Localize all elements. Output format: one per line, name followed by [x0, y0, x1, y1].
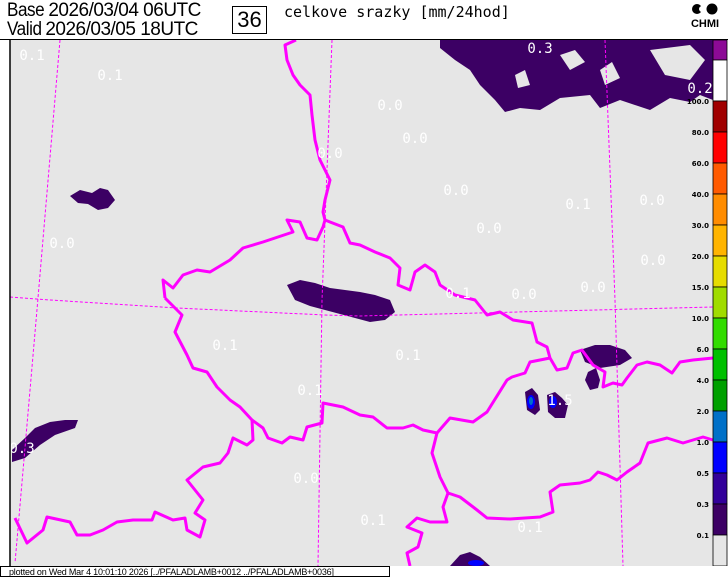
base-time: 2026/03/04 06UTC	[48, 0, 201, 21]
precip-core	[468, 560, 484, 566]
legend-swatch	[712, 100, 728, 133]
legend-label: 100.0	[687, 98, 709, 106]
legend-swatch	[712, 131, 728, 164]
precip-area	[585, 368, 600, 390]
legend-swatch	[712, 503, 728, 536]
value-labels: 0.1 0.1 0.0 0.0 0.0 0.3 0.2 0.0 0.0 0.1 0.0 0.0 0.0 0…	[9, 41, 712, 536]
country-borders	[13, 39, 714, 566]
legend-swatch	[712, 162, 728, 195]
value-label: 0.0	[402, 131, 427, 147]
value-label: 0.0	[317, 146, 342, 162]
valid-time: 2026/03/05 18UTC	[45, 19, 198, 40]
value-label: 0.2	[687, 81, 712, 97]
value-label: 0.1	[445, 286, 470, 302]
legend-label: 80.0	[692, 129, 709, 137]
precip-core	[529, 397, 533, 405]
legend-swatch	[712, 255, 728, 288]
country-border	[13, 419, 255, 545]
value-label: 0.1	[517, 520, 542, 536]
legend-swatch	[712, 39, 728, 61]
value-label: 0.1	[212, 338, 237, 354]
value-label: 0.1	[565, 197, 590, 213]
value-label: 0.0	[640, 253, 665, 269]
lead-hours-box: 36	[232, 6, 267, 34]
country-border	[163, 296, 551, 445]
precip-area	[580, 345, 632, 368]
plot-info-footer: plotted on Wed Mar 4 10:01:10 2026 [../P…	[0, 566, 390, 577]
legend-label: 30.0	[692, 222, 709, 230]
base-time-row: Base 2026/03/04 06UTC	[7, 1, 201, 21]
legend-label: 2.0	[697, 408, 710, 416]
value-label: 0.0	[476, 221, 501, 237]
value-label: 0.0	[511, 287, 536, 303]
legend-label: 1.0	[697, 439, 710, 447]
precip-area	[287, 280, 395, 322]
legend-label: 15.0	[692, 284, 709, 292]
chmi-logo: CHMI	[684, 3, 726, 30]
legend-label: 6.0	[697, 346, 710, 354]
country-border	[430, 432, 714, 521]
map-title: celkove srazky [mm/24hod]	[284, 3, 510, 21]
legend-label: 4.0	[697, 377, 710, 385]
legend-label: 40.0	[692, 191, 709, 199]
value-label: 0.1	[360, 513, 385, 529]
value-label: 0.0	[443, 183, 468, 199]
header: Base 2026/03/04 06UTC Valid 2026/03/05 18U…	[0, 0, 728, 40]
precipitation-layer	[12, 40, 713, 566]
legend-swatch	[712, 410, 728, 443]
precip-area	[70, 188, 115, 210]
value-label: 0.0	[580, 280, 605, 296]
legend-swatch	[712, 224, 728, 257]
graticule-line	[14, 39, 61, 564]
legend-swatch	[712, 348, 728, 381]
legend-swatch	[712, 441, 728, 474]
legend-label: 0.1	[697, 532, 710, 540]
precip-area	[440, 40, 713, 112]
legend-swatch	[712, 317, 728, 350]
precip-gap	[515, 70, 530, 88]
legend-swatch	[712, 534, 728, 566]
precip-core	[549, 396, 557, 408]
legend-label: 20.0	[692, 253, 709, 261]
legend-swatch	[712, 379, 728, 412]
precip-gap	[600, 62, 620, 85]
legend-swatch	[712, 59, 728, 102]
value-label: 0.3	[9, 441, 34, 457]
value-label: 0.3	[527, 41, 552, 57]
country-border	[283, 39, 332, 221]
valid-time-row: Valid 2026/03/05 18UTC	[7, 20, 198, 40]
value-label: 1.5	[547, 393, 572, 409]
base-label: Base	[7, 0, 45, 21]
country-border	[161, 218, 714, 389]
legend-label: 0.3	[697, 501, 710, 509]
precip-gap	[560, 50, 585, 70]
value-label: 0.0	[49, 236, 74, 252]
legend-swatch	[712, 286, 728, 319]
country-border	[405, 492, 450, 566]
legend-swatch	[712, 472, 728, 505]
precip-gap	[650, 45, 705, 80]
precipitation-map: 0.1 0.1 0.0 0.0 0.0 0.3 0.2 0.0 0.0 0.1 0.0 0.0 0.0 0…	[0, 39, 728, 566]
graticule-line	[317, 39, 333, 566]
precip-area	[12, 420, 78, 462]
value-label: 0.1	[19, 48, 44, 64]
value-label: 0.1	[297, 383, 322, 399]
legend-label: 0.5	[697, 470, 710, 478]
chmi-logo-icon	[692, 3, 718, 15]
color-legend: 100.0 80.0 60.0 40.0 30.0 20.0 15.0 10.0 6.0 4.0 2…	[687, 39, 728, 566]
value-label: 0.0	[639, 193, 664, 209]
value-label: 0.0	[293, 471, 318, 487]
graticule-line	[9, 296, 714, 317]
logo-text: CHMI	[690, 18, 720, 30]
legend-label: 10.0	[692, 315, 709, 323]
value-label: 0.1	[97, 68, 122, 84]
value-label: 0.1	[395, 348, 420, 364]
value-label: 0.0	[377, 98, 402, 114]
valid-label: Valid	[7, 19, 42, 40]
legend-label: 60.0	[692, 160, 709, 168]
legend-swatch	[712, 193, 728, 226]
